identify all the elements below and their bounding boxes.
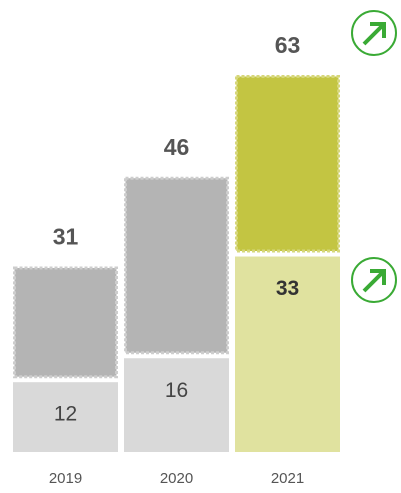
- trend-icon: [351, 10, 397, 56]
- x-tick-label: 2021: [271, 470, 304, 487]
- segment-label: 33: [276, 277, 299, 300]
- bar-segment: [13, 266, 118, 379]
- bar-segment: [13, 382, 118, 452]
- segment-label: 16: [165, 379, 188, 402]
- total-label: 63: [275, 32, 301, 58]
- segment-label: 12: [54, 403, 77, 426]
- bar-segment: [235, 75, 340, 253]
- trend-icon: [351, 257, 397, 303]
- x-tick-label: 2019: [49, 470, 82, 487]
- total-label: 46: [164, 134, 190, 160]
- x-tick-label: 2020: [160, 470, 193, 487]
- total-label: 31: [53, 224, 79, 250]
- bar-segment: [124, 358, 229, 452]
- bar-segment: [124, 176, 229, 355]
- bar-segment: [235, 256, 340, 452]
